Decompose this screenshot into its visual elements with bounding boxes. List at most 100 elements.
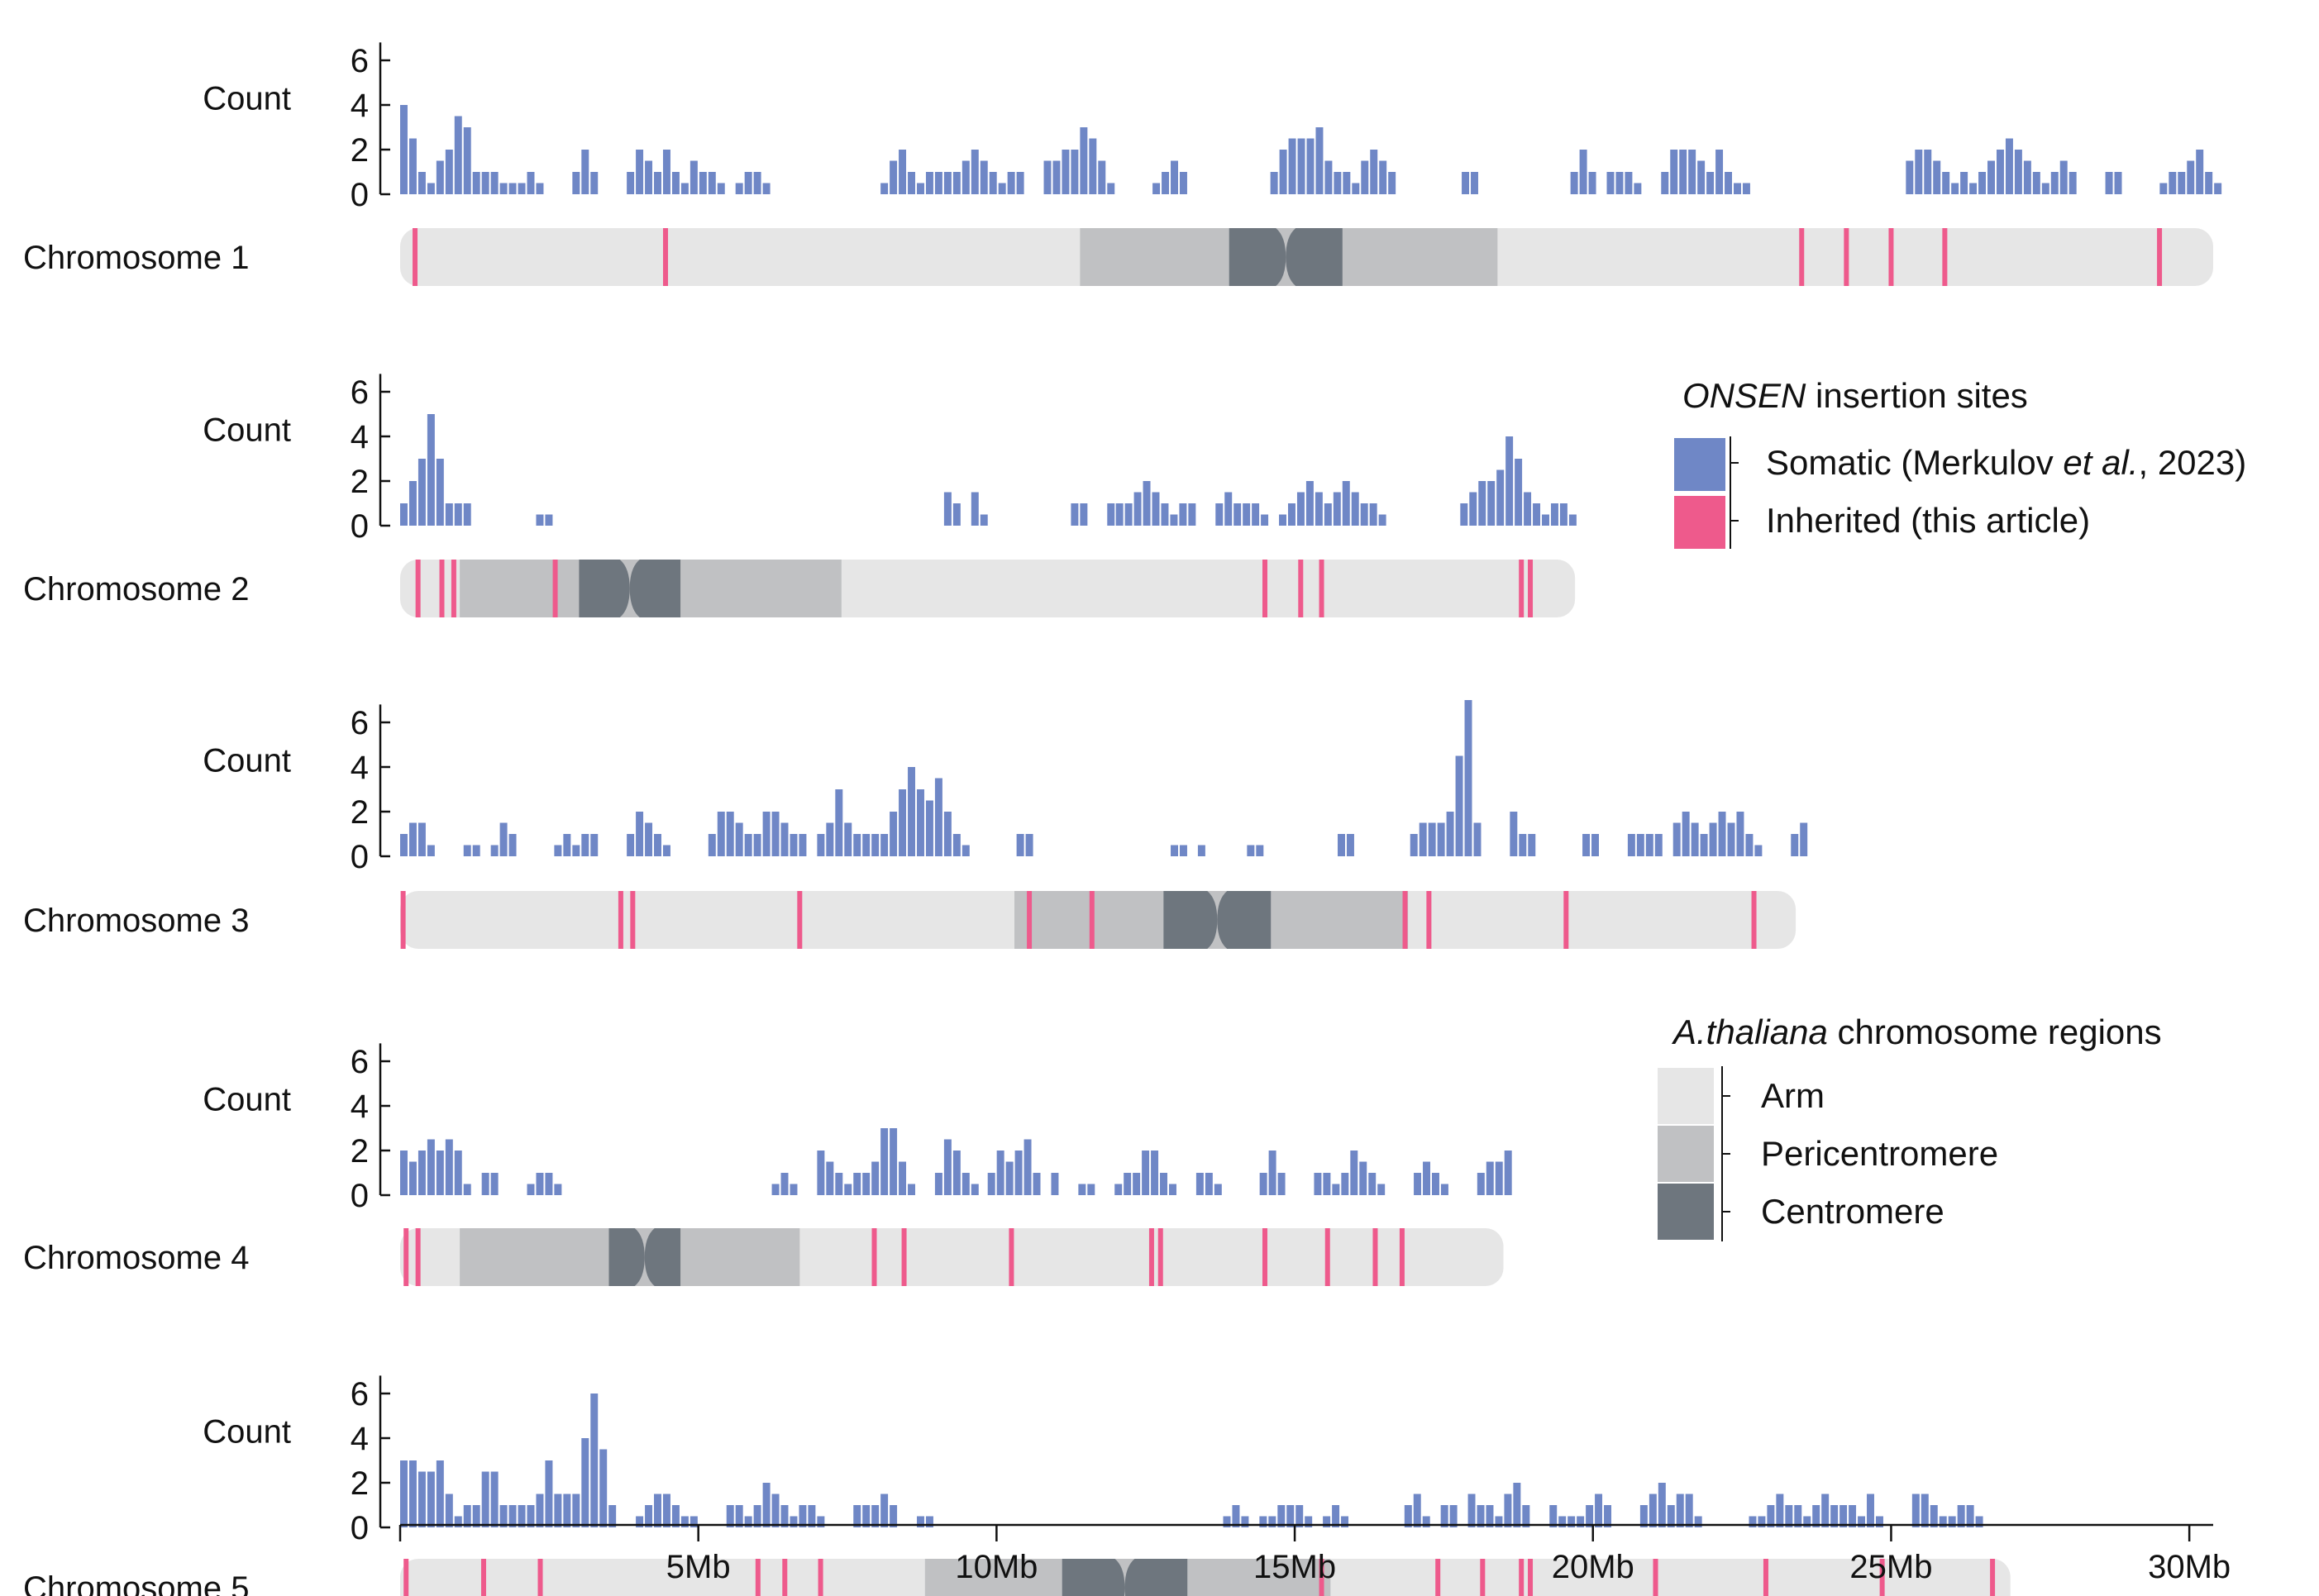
somatic-bar bbox=[1639, 1505, 1648, 1527]
somatic-bar bbox=[572, 845, 580, 856]
somatic-bar bbox=[1179, 172, 1187, 194]
somatic-bar bbox=[1024, 1139, 1032, 1195]
somatic-bar bbox=[1821, 1494, 1830, 1527]
somatic-bar bbox=[1243, 503, 1251, 526]
somatic-bar bbox=[445, 1494, 453, 1527]
somatic-bar bbox=[1957, 1505, 1965, 1527]
legend-inherited-label: Inherited (this article) bbox=[1766, 501, 2090, 540]
somatic-bar bbox=[581, 834, 589, 856]
inherited-site bbox=[403, 1559, 409, 1596]
somatic-bar bbox=[1462, 172, 1470, 194]
somatic-bar bbox=[454, 1516, 462, 1527]
y-axis-label: Count bbox=[203, 1413, 291, 1450]
somatic-bar bbox=[1160, 1173, 1168, 1195]
somatic-bar bbox=[1906, 160, 1914, 194]
somatic-bar bbox=[908, 767, 916, 856]
somatic-bar bbox=[1419, 822, 1427, 856]
somatic-bar bbox=[1915, 150, 1923, 194]
somatic-bar bbox=[636, 812, 644, 856]
somatic-bar bbox=[654, 834, 661, 856]
somatic-bar bbox=[1179, 845, 1187, 856]
somatic-bar bbox=[427, 183, 435, 194]
y-tick-label: 0 bbox=[351, 1510, 369, 1546]
somatic-bar bbox=[2205, 172, 2213, 194]
inherited-site bbox=[1426, 891, 1432, 949]
somatic-bar bbox=[1875, 1516, 1883, 1527]
somatic-bar bbox=[890, 812, 898, 856]
y-tick-label: 2 bbox=[351, 794, 369, 831]
y-tick-label: 4 bbox=[351, 419, 369, 455]
centromere-right bbox=[1124, 1559, 1188, 1596]
somatic-bar bbox=[527, 1184, 535, 1195]
somatic-bar bbox=[853, 1505, 861, 1527]
somatic-bar bbox=[508, 1505, 517, 1527]
somatic-bar bbox=[445, 1139, 453, 1195]
somatic-bar bbox=[1978, 172, 1987, 194]
somatic-bar bbox=[1170, 514, 1178, 526]
somatic-bar bbox=[1005, 1161, 1014, 1195]
somatic-bar bbox=[899, 150, 907, 194]
somatic-bar bbox=[1346, 834, 1354, 856]
somatic-bar bbox=[1014, 1151, 1023, 1195]
somatic-bar bbox=[1682, 812, 1690, 856]
somatic-bar bbox=[1422, 1516, 1430, 1527]
inherited-site bbox=[1262, 560, 1267, 617]
somatic-bar bbox=[1661, 172, 1669, 194]
somatic-bar bbox=[1205, 1173, 1213, 1195]
somatic-bar bbox=[925, 172, 933, 194]
somatic-bar bbox=[943, 1139, 952, 1195]
somatic-bar bbox=[1342, 481, 1350, 526]
somatic-bar bbox=[1195, 1173, 1204, 1195]
somatic-bar bbox=[1279, 150, 1287, 194]
somatic-bar bbox=[1268, 1516, 1276, 1527]
somatic-bar bbox=[408, 822, 417, 856]
somatic-bar bbox=[1324, 160, 1333, 194]
somatic-bar bbox=[1706, 172, 1715, 194]
inherited-site bbox=[797, 891, 803, 949]
somatic-bar bbox=[1306, 138, 1315, 194]
x-tick-label: 15Mb bbox=[1253, 1549, 1336, 1585]
somatic-bar bbox=[1570, 172, 1578, 194]
somatic-bar bbox=[427, 1139, 435, 1195]
somatic-bar bbox=[1688, 150, 1696, 194]
somatic-bar bbox=[400, 834, 408, 856]
legend-region-swatch bbox=[1658, 1126, 1714, 1182]
somatic-bar bbox=[400, 1151, 408, 1195]
somatic-bar bbox=[1519, 834, 1527, 856]
y-tick-label: 6 bbox=[351, 1376, 369, 1413]
somatic-bar bbox=[1007, 172, 1015, 194]
somatic-bar bbox=[545, 1460, 553, 1527]
somatic-bar bbox=[472, 172, 480, 194]
somatic-bar bbox=[481, 1173, 489, 1195]
somatic-bar bbox=[1261, 514, 1269, 526]
somatic-bar bbox=[1268, 1151, 1276, 1195]
y-tick-label: 0 bbox=[351, 1178, 369, 1214]
inherited-site bbox=[1399, 1228, 1405, 1286]
somatic-bar bbox=[1152, 492, 1160, 526]
somatic-bar bbox=[1315, 492, 1323, 526]
somatic-bar bbox=[518, 1505, 526, 1527]
somatic-bar bbox=[1179, 503, 1187, 526]
somatic-bar bbox=[1803, 1516, 1811, 1527]
somatic-bar bbox=[952, 503, 961, 526]
somatic-bar bbox=[853, 1173, 861, 1195]
inherited-site bbox=[1763, 1559, 1768, 1596]
legend-region-swatch bbox=[1658, 1184, 1714, 1240]
somatic-bar bbox=[645, 160, 653, 194]
somatic-bar bbox=[1791, 834, 1799, 856]
somatic-bar bbox=[1446, 812, 1454, 856]
somatic-bar bbox=[680, 183, 689, 194]
somatic-bar bbox=[925, 1516, 933, 1527]
somatic-bar bbox=[636, 1516, 644, 1527]
somatic-bar bbox=[1495, 1161, 1503, 1195]
somatic-bar bbox=[1469, 492, 1477, 526]
x-tick-label: 10Mb bbox=[955, 1549, 1038, 1585]
somatic-bar bbox=[463, 1505, 471, 1527]
somatic-bar bbox=[508, 834, 517, 856]
inherited-site bbox=[901, 1228, 907, 1286]
somatic-bar bbox=[1524, 492, 1532, 526]
inherited-site bbox=[1480, 1559, 1486, 1596]
inherited-site bbox=[415, 1228, 421, 1286]
somatic-bar bbox=[1352, 183, 1360, 194]
somatic-bar bbox=[2068, 172, 2077, 194]
